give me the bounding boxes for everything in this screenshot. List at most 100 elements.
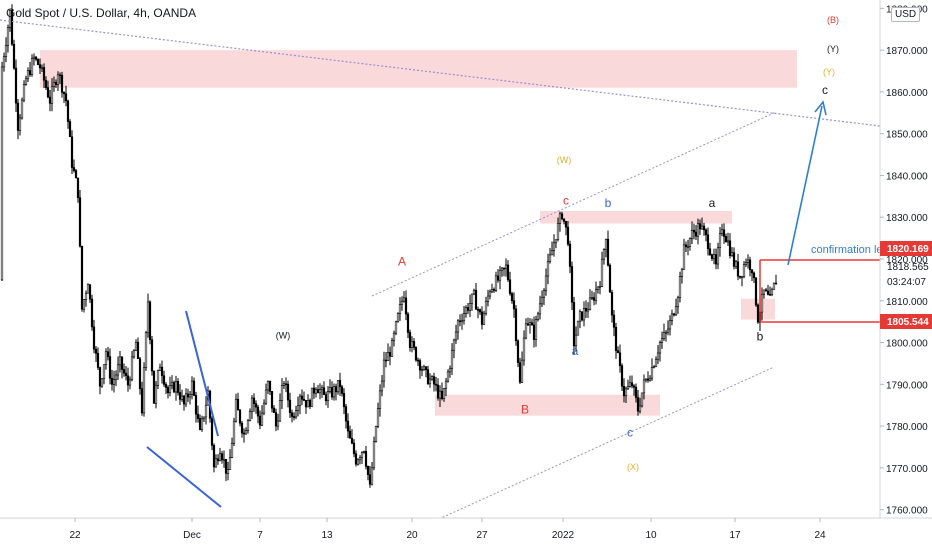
candle-body [24,78,28,85]
candle-body [500,267,504,271]
candle-body [642,379,646,394]
wave-label: (W) [557,155,572,165]
y-tick-label: 1800.000 [886,339,928,350]
candle-body [336,380,340,393]
candle-body [652,366,656,368]
candle-body [448,367,452,373]
candle-body [172,382,176,393]
candle-body [32,56,36,59]
candle-body [654,358,658,367]
candle-body [250,397,254,412]
wave-label: b [757,329,764,343]
candle-body [664,331,668,334]
wave-label: c [822,83,828,97]
candle-body [64,93,68,102]
candle-body [184,393,188,405]
candle-body [212,445,216,468]
candle-body [358,457,362,461]
candle-body [242,432,246,435]
candle-body [344,406,348,422]
candle-body [602,249,606,260]
candle-body [436,384,440,399]
candle-body [620,365,624,387]
candle-body [564,220,568,228]
y-tick-label: 1790.000 [886,380,928,391]
candle-body [650,367,654,379]
candle-body [296,405,300,411]
currency-button[interactable]: USD [891,7,921,22]
candlesticks [0,4,778,488]
candle-body [80,245,84,310]
y-tick-label: 1760.000 [886,506,928,517]
candle-body [92,326,96,350]
candle-body [496,275,500,281]
candle-body [308,399,312,407]
candle-body [676,297,680,308]
candle-body [666,328,670,333]
y-tick-label: 1840.000 [886,171,928,182]
x-tick-label: 7 [257,530,263,541]
candle-body [372,441,376,469]
candle-body [270,391,274,409]
candle-body [252,397,256,404]
candle-body [238,409,242,424]
candle-body [636,397,640,412]
time-axis-bg [0,518,932,550]
candle-body [524,323,528,339]
candle-body [392,332,396,341]
candle-body [278,400,282,422]
candle-body [528,322,532,326]
y-tick-label: 1780.000 [886,422,928,433]
candle-body [472,289,476,295]
candle-body [494,275,498,291]
candle-body [158,366,162,371]
candle-body [232,420,236,444]
x-tick-label: Dec [183,530,201,541]
candle-body [440,390,444,399]
candle-body [180,395,184,400]
y-tick-label: 1810.000 [886,297,928,308]
candle-body [426,369,430,385]
candle-body [326,391,330,402]
candle-body [124,372,128,377]
candle-body [422,366,426,370]
candle-body [414,347,418,361]
candle-body [142,367,146,414]
candle-body [126,375,130,386]
candle-body [192,380,196,396]
candle-body [476,309,480,311]
candle-body [490,289,494,293]
candle-body [82,299,86,310]
candle-body [462,313,466,322]
candle-body [690,229,694,239]
candle-body [720,229,724,235]
candle-body [136,341,140,359]
wave-label: (X) [627,462,639,472]
candle-body [204,404,208,418]
candle-body [290,412,294,417]
candle-body [540,296,544,305]
candle-body [16,102,20,131]
candle-body [600,258,604,287]
candle-body [200,418,204,430]
candle-body [78,197,82,247]
candle-body [218,453,222,461]
candle-body [12,43,16,69]
candle-body [178,392,182,400]
candle-body [328,387,332,392]
candle-body [760,293,764,313]
wave-label: (Y) [823,67,835,77]
wave-label: (B) [827,15,839,25]
candle-body [568,243,572,267]
candle-body [90,298,94,328]
candle-body [534,319,538,340]
candle-body [162,375,166,385]
candle-body [522,337,526,361]
x-tick-label: 22 [69,530,81,541]
candle-body [282,383,286,386]
candle-body [696,223,700,237]
candle-body [390,339,394,357]
candle-body [68,121,72,138]
candle-body [498,269,502,281]
